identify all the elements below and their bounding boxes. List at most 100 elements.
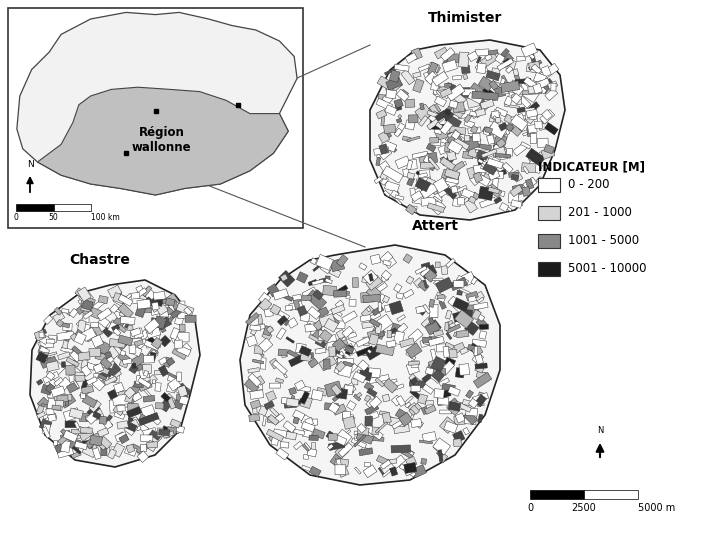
Bar — [408, 402, 416, 410]
Bar — [66, 399, 69, 406]
Bar — [393, 424, 409, 433]
Bar — [475, 64, 483, 73]
Bar — [395, 123, 405, 135]
Bar — [512, 184, 524, 196]
Bar — [335, 445, 349, 459]
Bar — [475, 363, 487, 369]
Bar — [517, 56, 525, 61]
Bar — [183, 308, 192, 317]
Bar — [342, 414, 353, 421]
Bar — [299, 295, 312, 301]
Bar — [95, 380, 104, 388]
Bar — [145, 332, 161, 342]
Bar — [442, 169, 450, 179]
Bar — [311, 442, 315, 452]
Bar — [138, 374, 151, 383]
Text: 50: 50 — [48, 213, 58, 222]
Bar — [415, 178, 430, 192]
Bar — [537, 81, 550, 94]
Bar — [114, 383, 124, 393]
Bar — [302, 430, 312, 438]
Bar — [140, 435, 153, 441]
Bar — [498, 123, 508, 131]
Bar — [475, 365, 484, 373]
Bar — [359, 263, 367, 270]
Bar — [444, 169, 460, 180]
Bar — [499, 203, 509, 212]
Bar — [410, 389, 421, 399]
Bar — [440, 410, 451, 414]
Bar — [463, 74, 468, 80]
Bar — [116, 340, 128, 350]
Bar — [459, 364, 470, 376]
Bar — [269, 383, 280, 388]
Bar — [449, 126, 466, 134]
Bar — [264, 401, 274, 410]
Bar — [259, 298, 272, 311]
Bar — [530, 490, 584, 499]
Bar — [104, 376, 117, 385]
Bar — [46, 384, 55, 393]
Bar — [57, 331, 74, 341]
Bar — [175, 340, 182, 348]
Bar — [156, 297, 163, 307]
Bar — [409, 374, 420, 384]
Bar — [451, 130, 461, 140]
Bar — [81, 303, 91, 312]
Bar — [522, 89, 542, 95]
Bar — [440, 157, 447, 165]
Bar — [383, 295, 390, 303]
Bar — [449, 100, 458, 109]
Bar — [46, 409, 54, 415]
Bar — [137, 339, 147, 349]
Bar — [86, 377, 97, 385]
Bar — [418, 307, 422, 312]
Bar — [52, 405, 61, 410]
Bar — [55, 400, 64, 407]
Bar — [446, 258, 456, 268]
Bar — [177, 372, 182, 381]
Bar — [426, 400, 434, 406]
Bar — [468, 148, 478, 158]
Bar — [453, 297, 469, 312]
Bar — [547, 81, 558, 89]
Bar — [165, 393, 175, 404]
Bar — [163, 431, 175, 438]
Bar — [312, 429, 325, 439]
Bar — [403, 289, 414, 299]
Bar — [61, 347, 72, 353]
Bar — [106, 345, 119, 360]
Bar — [404, 402, 411, 408]
Bar — [533, 72, 547, 85]
Bar — [86, 412, 98, 424]
Bar — [108, 375, 119, 383]
Bar — [323, 359, 330, 369]
Bar — [541, 147, 554, 159]
Bar — [472, 393, 489, 403]
Bar — [538, 206, 560, 220]
Bar — [73, 435, 81, 439]
Bar — [523, 177, 537, 190]
Bar — [486, 185, 492, 193]
Bar — [16, 204, 53, 211]
Bar — [154, 316, 167, 329]
Bar — [312, 279, 324, 285]
Bar — [339, 339, 348, 347]
Bar — [468, 398, 478, 408]
Bar — [388, 379, 397, 384]
Bar — [177, 332, 189, 342]
Bar — [451, 186, 458, 194]
Bar — [438, 450, 443, 462]
Bar — [92, 378, 105, 391]
Bar — [151, 337, 163, 349]
Bar — [118, 432, 126, 441]
Bar — [418, 64, 430, 72]
Bar — [266, 326, 274, 333]
Bar — [156, 303, 168, 315]
Bar — [132, 363, 136, 368]
Bar — [334, 435, 347, 446]
Bar — [56, 319, 64, 327]
Bar — [447, 324, 461, 333]
Bar — [377, 76, 392, 89]
Bar — [264, 309, 273, 317]
